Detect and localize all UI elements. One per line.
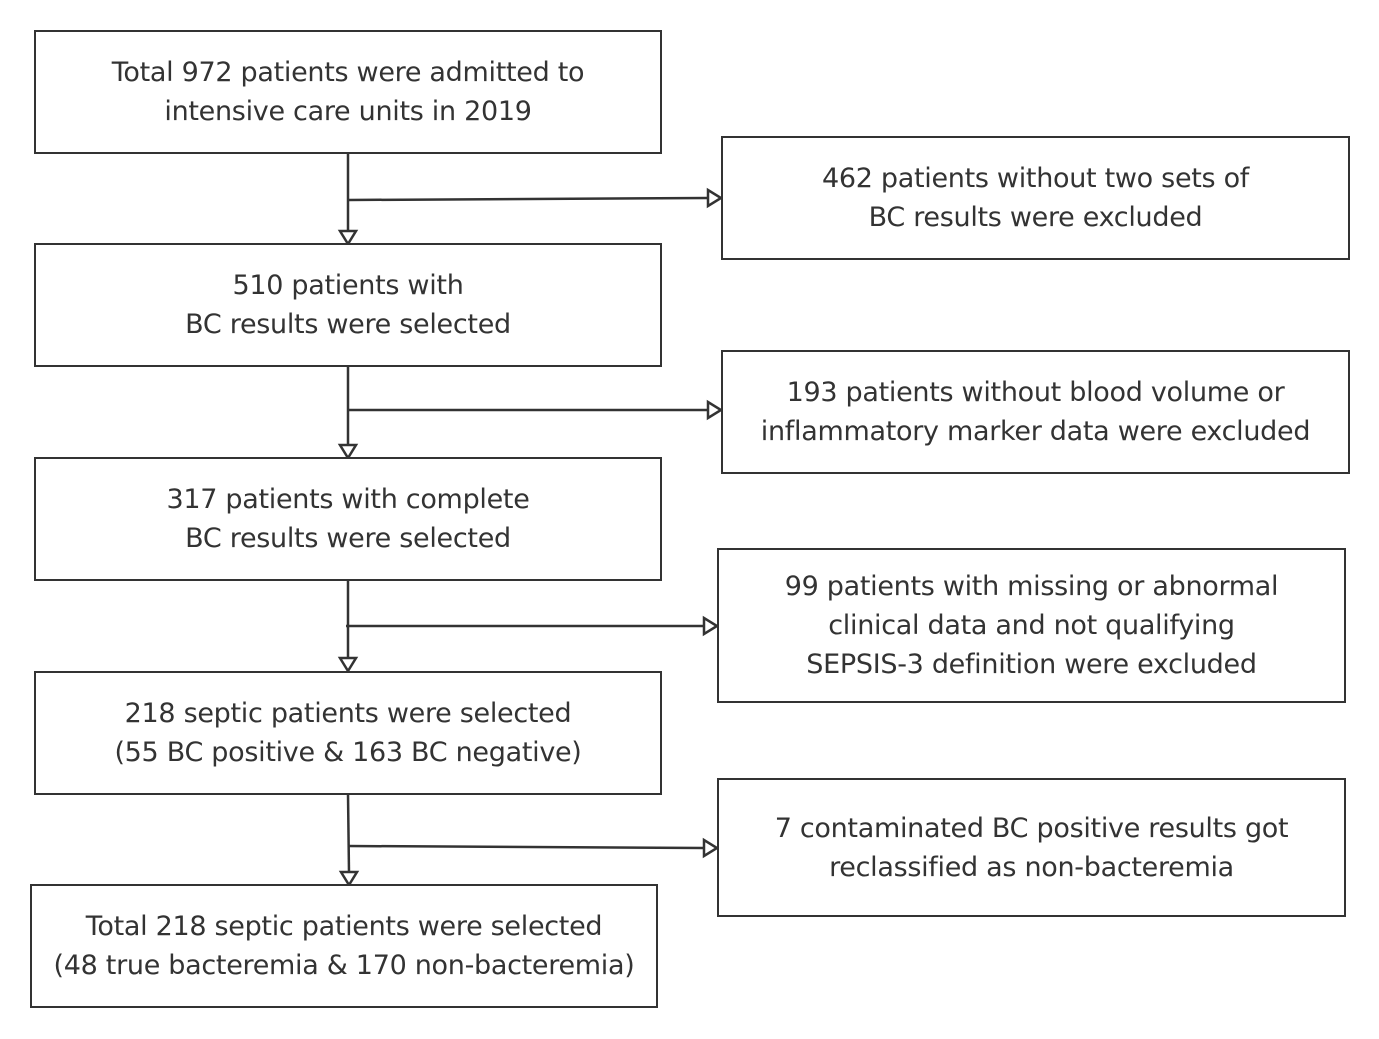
step-box-final: Total 218 septic patients were selected … bbox=[30, 884, 658, 1008]
exclusion-text-line: 193 patients without blood volume or bbox=[786, 377, 1285, 408]
exclusion-text-line: clinical data and not qualifying bbox=[828, 610, 1235, 641]
arrowhead-right-1 bbox=[706, 187, 724, 209]
step-text-line: Total 218 septic patients were selected bbox=[85, 911, 603, 942]
exclusion-text-line: BC results were excluded bbox=[868, 202, 1203, 233]
exclusion-box-clinical-data: 99 patients with missing or abnormal cli… bbox=[717, 548, 1346, 703]
step-box-bc-results: 510 patients with BC results were select… bbox=[34, 243, 662, 367]
arrowhead-down-4 bbox=[338, 870, 360, 888]
step-text-line: BC results were selected bbox=[185, 523, 511, 554]
exclusion-box-contaminated: 7 contaminated BC positive results got r… bbox=[717, 778, 1346, 917]
exclusion-text-line: 99 patients with missing or abnormal bbox=[784, 571, 1279, 602]
step-text-line: Total 972 patients were admitted to bbox=[111, 57, 585, 88]
arrowhead-down-3 bbox=[337, 656, 359, 674]
exclusion-text-line: 462 patients without two sets of bbox=[821, 163, 1250, 194]
exclusion-box-two-sets: 462 patients without two sets of BC resu… bbox=[721, 136, 1350, 260]
exclusion-text-line: 7 contaminated BC positive results got bbox=[774, 812, 1289, 844]
exclusion-text-line: inflammatory marker data were excluded bbox=[760, 416, 1311, 447]
arrowhead-down-1 bbox=[337, 229, 359, 247]
exclusion-text-line: reclassified as non-bacteremia bbox=[829, 851, 1234, 883]
step-text-line: intensive care units in 2019 bbox=[164, 96, 532, 127]
connector-branch-1 bbox=[347, 196, 709, 202]
step-text-line: 218 septic patients were selected bbox=[124, 698, 572, 729]
arrowhead-right-2 bbox=[706, 399, 724, 421]
connector-vertical-4 bbox=[346, 793, 351, 874]
step-box-admitted: Total 972 patients were admitted to inte… bbox=[34, 30, 662, 154]
step-text-line: (48 true bacteremia & 170 non-bacteremia… bbox=[53, 950, 635, 981]
step-text-line: 317 patients with complete bbox=[166, 484, 530, 515]
arrowhead-down-2 bbox=[337, 443, 359, 461]
exclusion-text-line: SEPSIS-3 definition were excluded bbox=[806, 649, 1257, 680]
exclusion-box-blood-volume: 193 patients without blood volume or inf… bbox=[721, 350, 1350, 474]
step-box-septic: 218 septic patients were selected (55 BC… bbox=[34, 671, 662, 795]
connector-branch-4 bbox=[347, 844, 705, 850]
arrowhead-right-3 bbox=[702, 615, 720, 637]
step-text-line: BC results were selected bbox=[185, 309, 511, 340]
step-box-complete-bc: 317 patients with complete BC results we… bbox=[34, 457, 662, 581]
step-text-line: (55 BC positive & 163 BC negative) bbox=[114, 737, 582, 768]
arrowhead-right-4 bbox=[702, 837, 720, 859]
step-text-line: 510 patients with bbox=[232, 270, 464, 301]
